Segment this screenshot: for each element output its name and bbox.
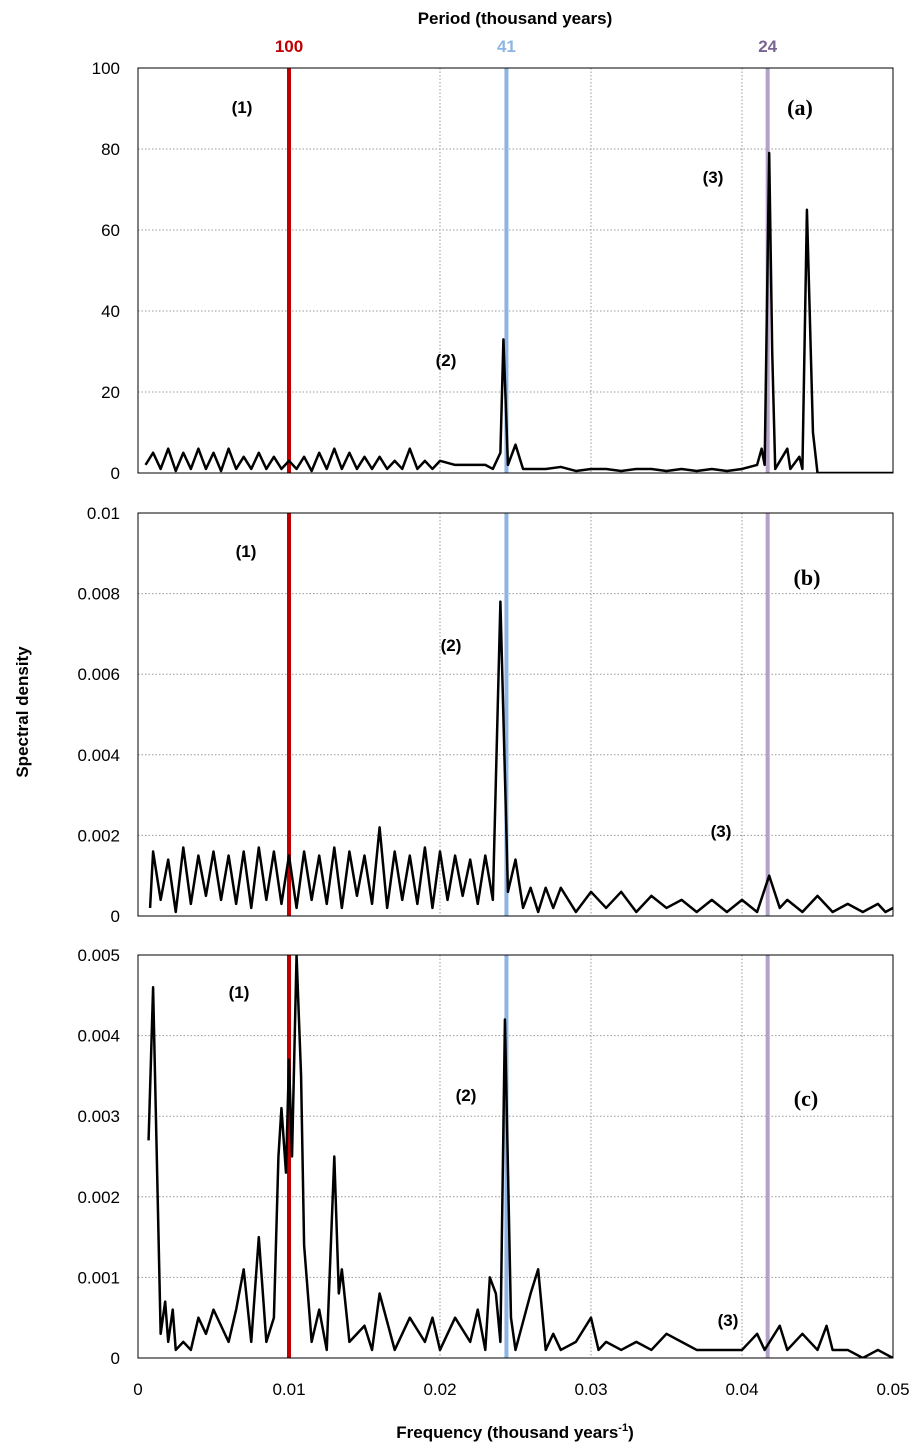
x-tick-label: 0 bbox=[133, 1380, 142, 1399]
annotation: (2) bbox=[436, 351, 457, 370]
annotation: (3) bbox=[703, 168, 724, 187]
x-tick-label: 0.01 bbox=[272, 1380, 305, 1399]
plot-frame bbox=[137, 954, 894, 1359]
annotation: (1) bbox=[229, 983, 250, 1002]
period-label: 24 bbox=[758, 37, 777, 56]
x-axis-title-text: Frequency (thousand years bbox=[396, 1423, 618, 1442]
period-label: 41 bbox=[497, 37, 516, 56]
y-tick-label: 0.002 bbox=[77, 826, 120, 845]
panel-label: (c) bbox=[794, 1086, 818, 1111]
x-axis-title-sup: -1 bbox=[618, 1422, 628, 1434]
y-tick-label: 0.002 bbox=[77, 1188, 120, 1207]
y-tick-label: 0.001 bbox=[77, 1268, 120, 1287]
series-line bbox=[148, 600, 893, 914]
period-label: 100 bbox=[275, 37, 303, 56]
x-axis-title-end: ) bbox=[628, 1423, 634, 1442]
y-tick-label: 0.005 bbox=[77, 946, 120, 965]
y-tick-label: 0.003 bbox=[77, 1107, 120, 1126]
x-axis-title: Frequency (thousand years-1) bbox=[396, 1422, 633, 1442]
y-tick-label: 0.008 bbox=[77, 585, 120, 604]
annotation: (1) bbox=[232, 98, 253, 117]
y-tick-label: 0 bbox=[111, 1349, 120, 1368]
y-tick-label: 0 bbox=[111, 464, 120, 483]
panel-label: (b) bbox=[794, 565, 821, 590]
y-tick-label: 0.004 bbox=[77, 1027, 120, 1046]
x-tick-label: 0.04 bbox=[725, 1380, 758, 1399]
panel-label: (a) bbox=[787, 95, 813, 120]
annotation: (2) bbox=[441, 636, 462, 655]
y-tick-label: 0.006 bbox=[77, 665, 120, 684]
x-tick-label: 0.03 bbox=[574, 1380, 607, 1399]
y-tick-label: 100 bbox=[92, 59, 120, 78]
y-tick-label: 0 bbox=[111, 907, 120, 926]
top-axis-title: Period (thousand years) bbox=[418, 9, 613, 28]
x-tick-label: 0.02 bbox=[423, 1380, 456, 1399]
y-axis-title: Spectral density bbox=[13, 646, 32, 778]
y-tick-label: 60 bbox=[101, 221, 120, 240]
plot-frame bbox=[137, 512, 894, 917]
annotation: (1) bbox=[236, 542, 257, 561]
annotation: (3) bbox=[718, 1311, 739, 1330]
series-line bbox=[144, 151, 893, 473]
y-tick-label: 20 bbox=[101, 383, 120, 402]
y-tick-label: 0.004 bbox=[77, 746, 120, 765]
series-line bbox=[147, 955, 893, 1358]
x-tick-label: 0.05 bbox=[876, 1380, 909, 1399]
annotation: (3) bbox=[711, 822, 732, 841]
y-tick-label: 40 bbox=[101, 302, 120, 321]
annotation: (2) bbox=[456, 1086, 477, 1105]
y-tick-label: 0.01 bbox=[87, 504, 120, 523]
plot-frame bbox=[137, 67, 894, 474]
y-tick-label: 80 bbox=[101, 140, 120, 159]
